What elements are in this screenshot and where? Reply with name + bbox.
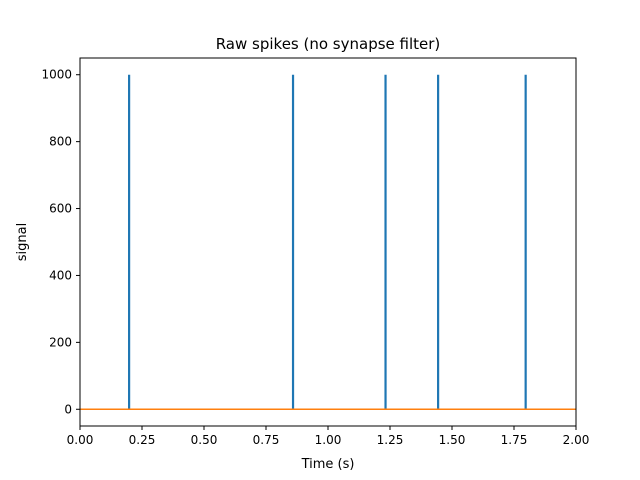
x-tick-label: 0.00: [67, 433, 94, 447]
y-tick-label: 600: [49, 202, 72, 216]
y-axis-label: signal: [15, 223, 30, 261]
x-tick-label: 2.00: [563, 433, 590, 447]
y-tick-label: 800: [49, 135, 72, 149]
y-tick-label: 1000: [41, 68, 72, 82]
x-tick-label: 1.75: [501, 433, 528, 447]
plot-area: [79, 57, 577, 427]
x-axis-label: Time (s): [301, 457, 355, 472]
x-tick-label: 0.75: [253, 433, 280, 447]
x-tick-label: 1.50: [439, 433, 466, 447]
x-tick-label: 1.00: [315, 433, 342, 447]
y-axis: 0 200 400 600 800 1000: [41, 68, 80, 416]
x-axis: 0.00 0.25 0.50 0.75 1.00 1.25 1.50 1.75 2.00: [67, 426, 590, 447]
series-layer: [80, 74, 576, 411]
x-tick-label: 0.25: [129, 433, 156, 447]
y-tick-label: 0: [64, 402, 72, 416]
chart-title: Raw spikes (no synapse filter): [216, 35, 441, 53]
y-tick-label: 400: [49, 268, 72, 282]
x-tick-label: 1.25: [377, 433, 404, 447]
y-tick-label: 200: [49, 335, 72, 349]
x-tick-label: 0.50: [191, 433, 218, 447]
